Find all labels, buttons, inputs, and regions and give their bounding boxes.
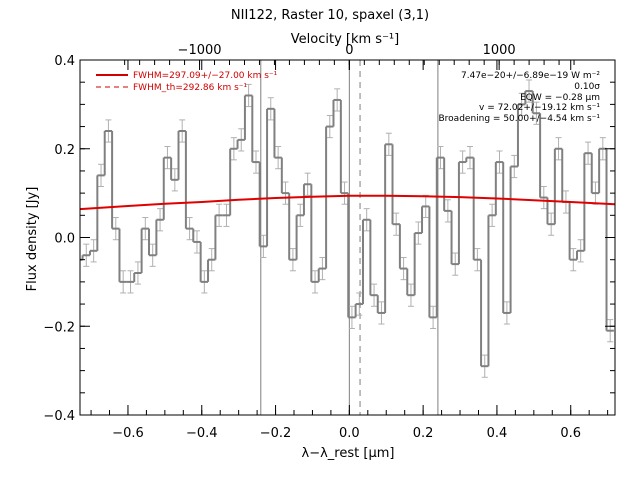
x-tick-label-4: 0.2 xyxy=(413,426,434,441)
legend: FWHM=297.09+/−27.00 km s⁻¹ FWHM_th=292.8… xyxy=(96,71,278,93)
fit-curve xyxy=(79,194,616,211)
reference-lines xyxy=(260,60,439,415)
top-tick-label-0: −1000 xyxy=(178,43,222,58)
x-tick-label-0: −0.6 xyxy=(112,426,144,441)
annotation-velocity: v = 72.02+/−19.12 km s⁻¹ xyxy=(479,103,600,113)
x-axis-label: λ−λ_rest [μm] xyxy=(302,446,395,461)
x-tick-label-1: −0.4 xyxy=(186,426,218,441)
y-axis-ticks: 0.4 0.2 0.0 −0.2 −0.4 xyxy=(43,54,615,424)
spectrum-histogram xyxy=(80,90,614,368)
annotation-broadening: Broadening = 50.00+/−4.54 km s⁻¹ xyxy=(439,114,601,124)
x-tick-label-3: 0.0 xyxy=(339,426,360,441)
y-tick-label-0: 0.4 xyxy=(54,54,75,69)
x-tick-label-5: 0.4 xyxy=(487,426,508,441)
chart-title: NII122, Raster 10, spaxel (3,1) xyxy=(231,8,429,23)
y-tick-label-4: −0.4 xyxy=(43,409,75,424)
x-axis-ticks: −0.6 −0.4 −0.2 0.0 0.2 0.4 0.6 xyxy=(90,60,609,441)
fit-annotations: 7.47e−20+/−6.89e−19 W m⁻² 0.10σ EQW = −0… xyxy=(439,71,601,124)
top-axis-ticks: −1000 0 1000 xyxy=(124,43,575,70)
y-tick-label-2: 0.0 xyxy=(54,232,75,247)
x-tick-label-6: 0.6 xyxy=(560,426,581,441)
annotation-line-flux: 7.47e−20+/−6.89e−19 W m⁻² xyxy=(461,71,600,81)
y-axis-label: Flux density [Jy] xyxy=(25,187,40,292)
annotation-eqw: EQW = −0.28 μm xyxy=(520,93,600,103)
x-tick-label-2: −0.2 xyxy=(260,426,292,441)
y-tick-label-3: −0.2 xyxy=(43,320,75,335)
legend-entry-fwhm-th: FWHM_th=292.86 km s⁻¹ xyxy=(133,83,248,93)
y-tick-label-1: 0.2 xyxy=(54,143,75,158)
top-tick-label-2: 1000 xyxy=(483,43,516,58)
legend-entry-fwhm: FWHM=297.09+/−27.00 km s⁻¹ xyxy=(133,71,278,81)
fit-curve-line xyxy=(79,194,616,211)
annotation-sigma: 0.10σ xyxy=(574,82,600,92)
top-tick-label-1: 0 xyxy=(345,43,353,58)
top-axis-label: Velocity [km s⁻¹] xyxy=(291,32,399,47)
